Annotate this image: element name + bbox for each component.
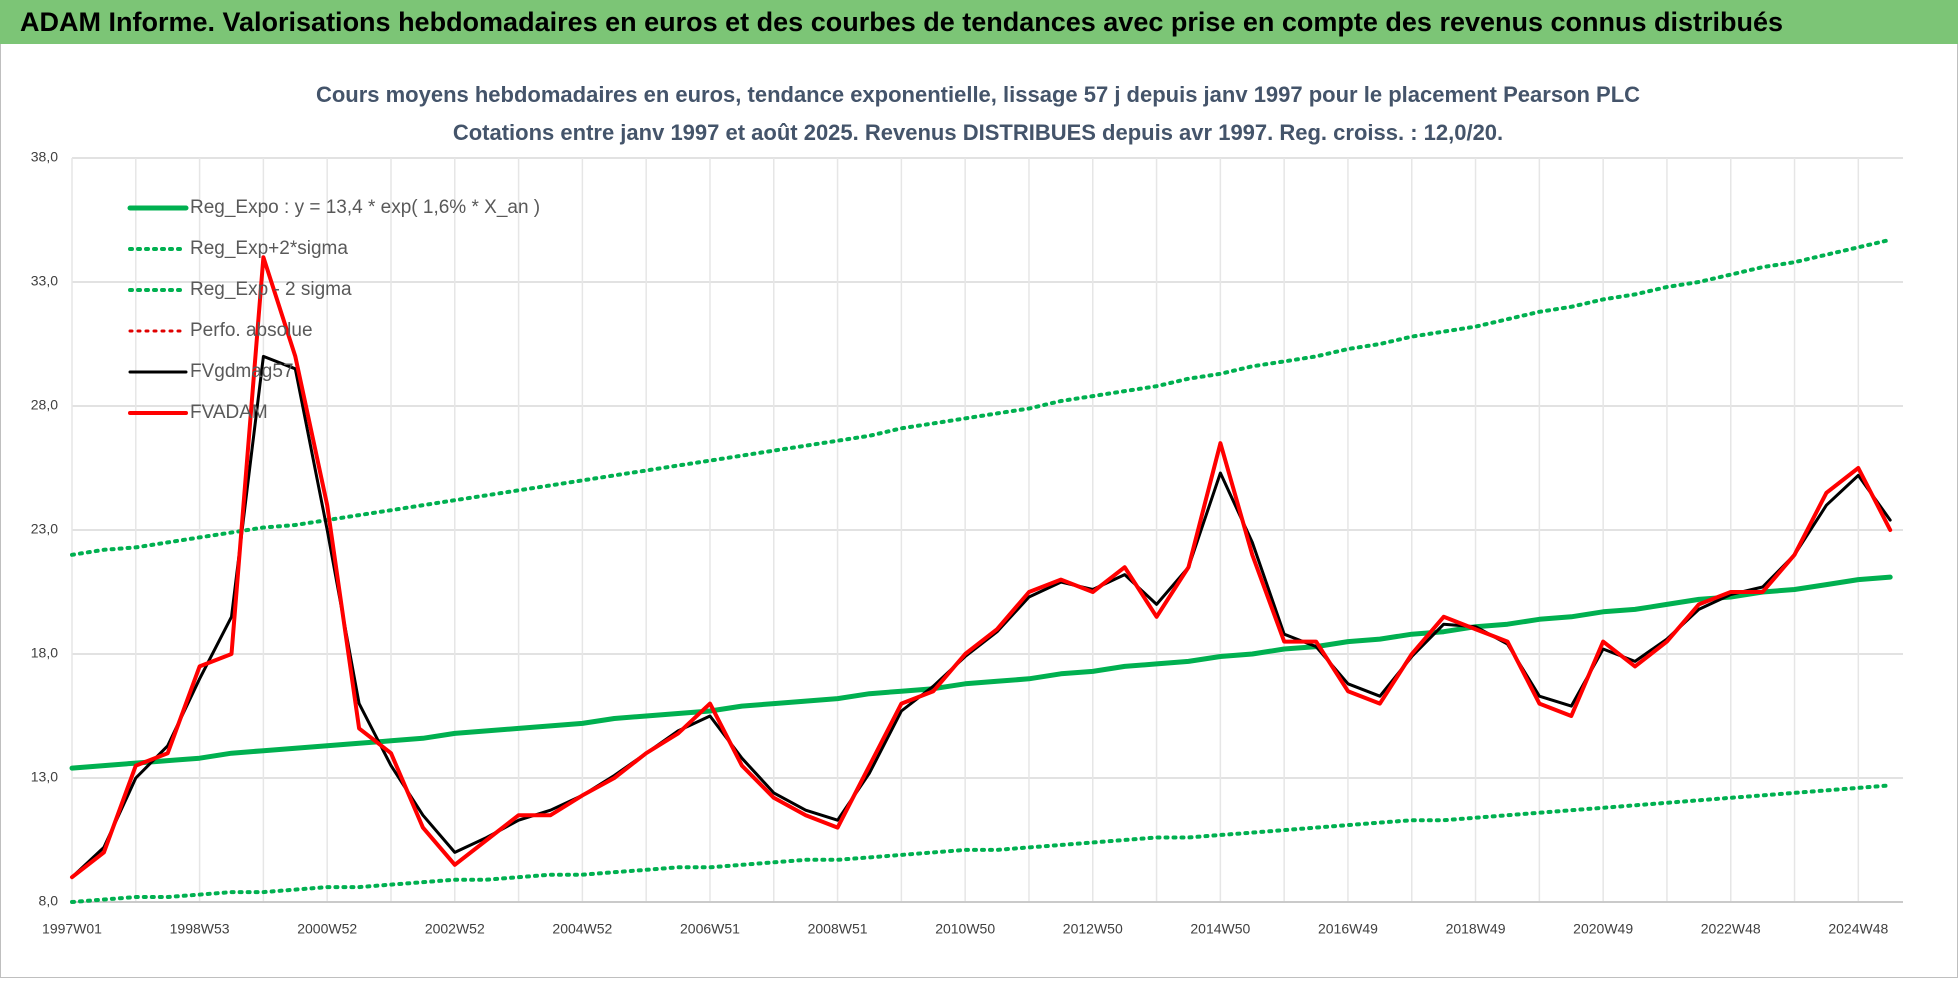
y-tick-label: 13,0 — [31, 769, 58, 785]
x-tick-label: 2016W49 — [1318, 921, 1378, 937]
banner: ADAM Informe. Valorisations hebdomadaire… — [20, 7, 1783, 37]
grid: 8,0 13,0 18,0 23,0 28,0 33,0 38,0 1997W01 1998W5… — [31, 149, 1903, 937]
legend-label: Reg_Exp - 2 sigma — [190, 279, 352, 300]
x-tick-label: 2006W51 — [680, 921, 740, 937]
legend-label: FVADAM — [190, 402, 268, 423]
x-tick-label: 2002W52 — [425, 921, 485, 937]
chart-subtitle: Cotations entre janv 1997 et août 2025. … — [453, 120, 1503, 145]
y-tick-label: 8,0 — [39, 893, 59, 909]
chart-title: Cours moyens hebdomadaires en euros, ten… — [316, 82, 1640, 107]
series-line — [70, 255, 1893, 880]
x-tick-label: 2012W50 — [1063, 921, 1123, 937]
x-tick-label: 2022W48 — [1701, 921, 1761, 937]
x-tick-label: 2014W50 — [1190, 921, 1250, 937]
x-tick-label: 2004W52 — [552, 921, 612, 937]
legend-label: Reg_Exp+2*sigma — [190, 238, 348, 259]
x-tick-label: 2018W49 — [1446, 921, 1506, 937]
series-line — [70, 237, 1893, 557]
banner-bg — [0, 0, 1958, 44]
y-tick-label: 23,0 — [31, 521, 58, 537]
x-tick-label: 2024W48 — [1828, 921, 1888, 937]
y-tick-label: 18,0 — [31, 645, 58, 661]
legend: Reg_Expo : y = 13,4 * exp( 1,6% * X_an )… — [127, 197, 540, 423]
x-tick-label: 2000W52 — [297, 921, 357, 937]
x-tick-label: 2008W51 — [808, 921, 868, 937]
legend-label: Reg_Expo : y = 13,4 * exp( 1,6% * X_an ) — [190, 197, 540, 218]
y-tick-label: 28,0 — [31, 397, 58, 413]
legend-label: FVgdmag57 — [190, 361, 294, 382]
x-tick-label: 2020W49 — [1573, 921, 1633, 937]
y-tick-label: 33,0 — [31, 273, 58, 289]
x-tick-label: 2010W50 — [935, 921, 995, 937]
series-line — [70, 783, 1893, 904]
x-tick-label: 1997W01 — [42, 921, 102, 937]
legend-label: Perfo. absolue — [190, 320, 313, 341]
x-tick-label: 1998W53 — [170, 921, 230, 937]
plot — [69, 237, 1893, 904]
y-tick-label: 38,0 — [31, 149, 58, 165]
